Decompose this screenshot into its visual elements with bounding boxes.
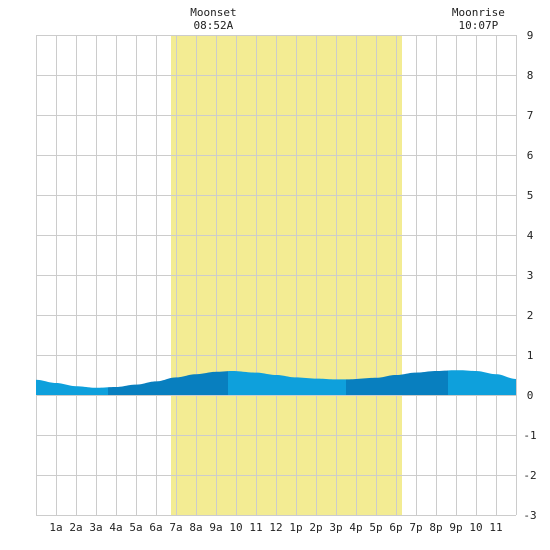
x-tick-label: 12 [269,521,282,534]
x-tick-label: 1a [49,521,62,534]
y-tick-label: 6 [527,149,534,162]
moonset-label: Moonset [190,6,236,19]
y-tick-label: 4 [527,229,534,242]
x-tick-label: 10 [229,521,242,534]
x-tick-label: 4a [109,521,122,534]
x-tick-label: 8p [429,521,442,534]
x-tick-label: 3a [89,521,102,534]
x-tick-label: 11 [249,521,262,534]
tide-area-light [448,370,516,395]
x-tick-label: 5a [129,521,142,534]
x-tick-label: 6p [389,521,402,534]
grid-layer [36,35,517,516]
y-tick-label: 1 [527,349,534,362]
y-tick-label: 5 [527,189,534,202]
x-tick-label: 7a [169,521,182,534]
x-tick-label: 2a [69,521,82,534]
x-tick-label: 6a [149,521,162,534]
moonrise-time: 10:07P [459,19,499,32]
x-tick-label: 1p [289,521,302,534]
x-tick-label: 11 [489,521,502,534]
x-tick-label: 2p [309,521,322,534]
x-tick-label: 10 [469,521,482,534]
y-tick-label: 9 [527,29,534,42]
tide-area-dark [346,370,448,395]
x-tick-labels: 1a 2a 3a 4a 5a 6a 7a 8a 9a 10 11 12 1p 2p 3p 4p 5p 6p 7p 8p… [49,521,502,534]
y-tick-label: 2 [527,309,534,322]
x-tick-label: 9a [209,521,222,534]
x-tick-label: 4p [349,521,362,534]
y-tick-label: -3 [523,509,536,522]
tide-area-light [36,379,108,395]
x-tick-label: 9p [449,521,462,534]
x-tick-label: 7p [409,521,422,534]
x-tick-label: 3p [329,521,342,534]
moonrise-label: Moonrise [452,6,505,19]
y-tick-label: 0 [527,389,534,402]
y-tick-label: 8 [527,69,534,82]
tide-area-light [228,371,346,395]
y-tick-label: -2 [523,469,536,482]
tide-area-layer [36,370,516,395]
tide-area-dark [108,371,228,395]
x-tick-label: 8a [189,521,202,534]
y-tick-labels: -3 -2 -1 0 1 2 3 4 5 6 7 8 9 [523,29,536,522]
x-tick-label: 5p [369,521,382,534]
y-tick-label: 3 [527,269,534,282]
moonset-time: 08:52A [194,19,234,32]
y-tick-label: -1 [523,429,536,442]
y-tick-label: 7 [527,109,534,122]
